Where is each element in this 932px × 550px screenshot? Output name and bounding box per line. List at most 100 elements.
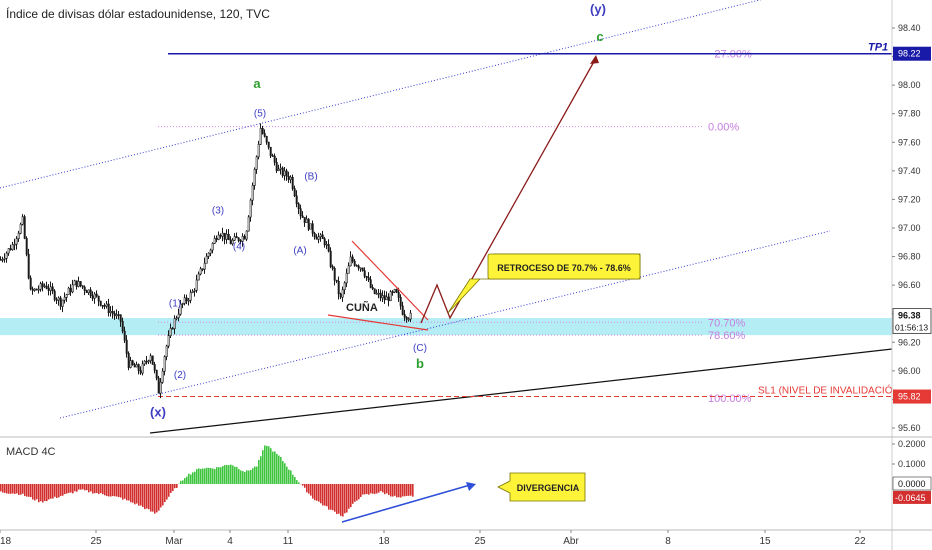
macd-bar xyxy=(34,484,36,501)
macd-bar xyxy=(386,484,388,494)
price-tick-label: 96.60 xyxy=(898,280,921,290)
candle xyxy=(275,157,278,174)
candle xyxy=(205,253,208,264)
candle xyxy=(383,290,386,304)
candle xyxy=(109,306,112,317)
candle xyxy=(325,241,328,250)
candle xyxy=(313,231,316,240)
candle xyxy=(327,239,330,253)
macd-bar xyxy=(248,470,250,484)
price-tick-label: 97.00 xyxy=(898,223,921,233)
candle-body xyxy=(205,255,208,264)
candle-body xyxy=(137,364,140,371)
macd-bar xyxy=(214,469,216,484)
candle-body xyxy=(69,287,72,293)
candle-body xyxy=(317,236,320,240)
candle xyxy=(291,174,294,191)
candle-body xyxy=(105,303,108,307)
macd-indicator-label: MACD 4C xyxy=(6,446,56,458)
macd-bar xyxy=(408,484,410,496)
macd-bar xyxy=(352,484,354,504)
candle xyxy=(369,276,372,289)
time-tick-label: 15 xyxy=(759,536,771,547)
candle-body xyxy=(0,259,2,261)
channel-upper-line xyxy=(0,0,762,189)
macd-bar xyxy=(146,484,148,509)
macd-bar xyxy=(122,484,124,500)
candle xyxy=(379,289,382,302)
candle-body xyxy=(313,232,316,238)
candle xyxy=(23,214,26,240)
candle-body xyxy=(241,235,244,242)
macd-bar xyxy=(194,471,196,484)
macd-bar xyxy=(336,484,338,515)
candle-body xyxy=(25,238,28,255)
candle xyxy=(329,247,332,269)
candle-body xyxy=(321,234,324,240)
candle xyxy=(231,238,234,246)
price-tick-label: 95.60 xyxy=(898,423,921,433)
macd-bar xyxy=(372,484,374,494)
candle-body xyxy=(129,360,132,368)
candle xyxy=(71,279,74,294)
candle-body xyxy=(7,248,10,254)
candle xyxy=(51,283,54,295)
candle-body xyxy=(329,250,332,267)
macd-bar xyxy=(176,484,178,488)
tp1-price-tag-text: 98.22 xyxy=(898,49,921,59)
candle-body xyxy=(99,300,102,306)
candle-body xyxy=(389,291,392,302)
candle-body xyxy=(153,364,156,371)
macd-bar xyxy=(306,484,308,493)
macd-bar xyxy=(62,484,64,496)
candle xyxy=(251,182,254,206)
candle xyxy=(315,234,318,240)
candle xyxy=(261,125,264,135)
candle-body xyxy=(245,230,248,240)
candle xyxy=(149,353,152,364)
candle xyxy=(373,288,376,295)
divergence-callout-shape xyxy=(497,472,586,502)
candle-body xyxy=(85,290,88,294)
candle xyxy=(187,298,190,306)
macd-bar xyxy=(266,445,268,484)
candle xyxy=(227,229,230,241)
candle xyxy=(161,368,164,384)
macd-current-text: -0.0645 xyxy=(895,493,926,503)
candle-body xyxy=(405,316,408,320)
candle-body xyxy=(117,314,120,316)
candle xyxy=(263,129,266,138)
candle xyxy=(89,287,92,298)
candle xyxy=(43,283,46,289)
macd-bar xyxy=(168,484,170,497)
candle-body xyxy=(15,238,18,245)
candle-body xyxy=(373,288,376,294)
candle-body xyxy=(29,277,32,290)
candle-body xyxy=(121,321,124,332)
macd-bar xyxy=(232,465,234,484)
candle-body xyxy=(371,287,374,290)
candle xyxy=(229,236,232,245)
candle-body xyxy=(347,265,350,274)
candle-body xyxy=(67,287,70,295)
macd-bar xyxy=(52,484,54,499)
candle xyxy=(185,294,188,305)
candle xyxy=(309,223,312,230)
candle xyxy=(9,244,12,251)
candle xyxy=(273,153,276,166)
macd-bar xyxy=(242,471,244,484)
candle xyxy=(7,248,10,256)
candle xyxy=(85,289,88,294)
candle xyxy=(93,292,96,304)
callout-box xyxy=(487,253,641,280)
macd-bar xyxy=(400,484,402,498)
candle xyxy=(47,284,50,296)
candle-body xyxy=(87,289,90,294)
candle xyxy=(247,215,250,232)
macd-bar xyxy=(322,484,324,506)
macd-bar xyxy=(342,484,344,517)
candle xyxy=(193,288,196,297)
candle xyxy=(53,289,56,302)
macd-bar xyxy=(304,484,306,488)
